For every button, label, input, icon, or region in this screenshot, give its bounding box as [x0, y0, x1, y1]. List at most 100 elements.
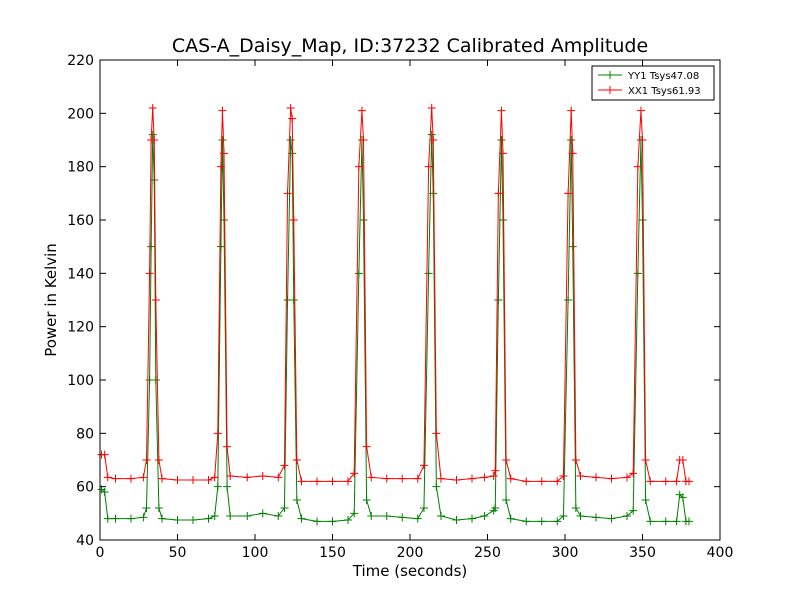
data-point: [154, 504, 163, 512]
data-point: [344, 516, 352, 524]
data-point: [350, 469, 359, 478]
data-point: [427, 130, 436, 139]
data-point: [226, 472, 235, 480]
series-yy1: [97, 130, 693, 526]
data-point: [537, 517, 546, 526]
data-point: [419, 504, 428, 512]
data-point: [148, 104, 157, 112]
data-point: [292, 496, 301, 504]
data-point: [226, 512, 235, 520]
data-point: [452, 476, 461, 484]
data-point: [354, 162, 363, 171]
data-point: [672, 477, 681, 486]
data-point: [633, 269, 642, 278]
data-point: [432, 482, 441, 491]
data-point: [142, 456, 151, 464]
data-point: [576, 472, 585, 480]
data-point: [280, 461, 289, 470]
y-tick-label: 60: [76, 480, 94, 496]
data-point: [678, 493, 687, 502]
data-point: [328, 477, 337, 486]
data-point: [258, 509, 267, 518]
data-point: [286, 136, 295, 144]
data-point: [158, 514, 166, 523]
data-point: [629, 469, 638, 478]
data-point: [413, 514, 422, 523]
legend: YY1 Tsys47.08 XX1 Tsys61.93: [591, 65, 715, 101]
data-point: [506, 474, 515, 483]
data-point: [100, 450, 109, 459]
data-point: [111, 474, 120, 483]
data-point: [274, 512, 283, 520]
x-tick-label: 300: [552, 545, 579, 561]
data-point: [607, 514, 616, 523]
data-point: [382, 512, 391, 520]
x-tick-label: 100: [242, 545, 269, 561]
data-point: [292, 456, 301, 464]
y-tick-label: 220: [67, 53, 94, 69]
data-point: [427, 104, 436, 112]
data-point: [567, 136, 576, 144]
data-point: [506, 514, 515, 523]
data-point: [494, 296, 503, 304]
chart-title: CAS-A_Daisy_Map, ID:37232 Calibrated Amp…: [172, 35, 648, 57]
data-point: [494, 189, 503, 198]
data-point: [289, 216, 298, 224]
data-point: [499, 149, 507, 158]
data-point: [646, 517, 655, 526]
data-point: [559, 472, 568, 480]
data-point: [357, 106, 366, 115]
data-point: [213, 429, 222, 438]
data-point: [218, 136, 227, 144]
data-point: [142, 504, 151, 512]
series-layer: [97, 104, 693, 526]
data-point: [468, 474, 476, 483]
data-point: [607, 474, 616, 483]
data-point: [424, 162, 433, 171]
data-point: [592, 473, 600, 482]
data-point: [158, 474, 166, 483]
data-point: [213, 482, 222, 491]
data-point: [559, 512, 568, 520]
data-point: [100, 488, 109, 496]
data-point: [468, 514, 476, 523]
y-tick-label: 180: [67, 160, 94, 176]
data-point: [429, 189, 438, 198]
data-point: [672, 517, 681, 526]
data-point: [204, 514, 213, 523]
data-point: [633, 162, 642, 171]
y-tick-label: 80: [76, 426, 94, 442]
x-tick-label: 350: [629, 545, 656, 561]
data-point: [145, 269, 154, 278]
data-point: [367, 512, 376, 520]
x-axis-label: Time (seconds): [352, 562, 468, 580]
data-point: [147, 242, 156, 251]
data-point: [641, 496, 650, 504]
data-point: [139, 473, 148, 482]
x-tick-label: 400: [707, 545, 734, 561]
data-point: [103, 473, 112, 482]
y-tick-label: 40: [76, 533, 94, 549]
y-tick-label: 160: [67, 213, 94, 229]
data-point: [564, 296, 573, 304]
data-point: [151, 376, 160, 384]
data-point: [223, 482, 232, 491]
data-point: [223, 442, 232, 451]
data-point: [344, 477, 352, 486]
data-point: [419, 461, 428, 470]
data-point: [297, 477, 306, 486]
series-xx1: [97, 104, 693, 486]
data-point: [489, 472, 498, 480]
data-point: [111, 514, 120, 523]
data-point: [189, 516, 197, 524]
data-point: [638, 136, 647, 144]
data-point: [367, 473, 376, 482]
data-point: [553, 477, 562, 486]
y-tick-label: 100: [67, 373, 94, 389]
data-point: [623, 512, 631, 520]
data-point: [216, 242, 225, 251]
data-point: [576, 512, 585, 520]
data-point: [362, 442, 371, 451]
data-point: [592, 513, 600, 522]
